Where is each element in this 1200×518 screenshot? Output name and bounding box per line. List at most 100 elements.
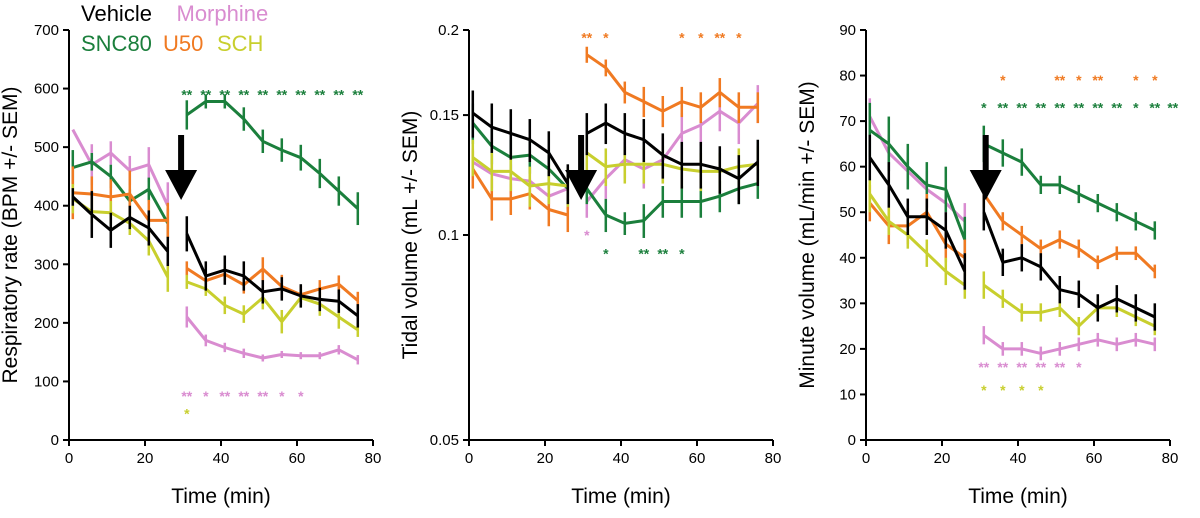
y-tick-label: 0	[848, 432, 856, 449]
x-tick-label: 60	[289, 450, 306, 467]
significance-mark: **	[1054, 359, 1065, 375]
arrow-shaft	[178, 135, 185, 172]
x-tick-label: 0	[862, 450, 870, 467]
x-tick-label: 80	[365, 450, 382, 467]
series-snc80	[868, 102, 1157, 263]
significance-mark: *	[736, 29, 742, 45]
legend-entry-vehicle: Vehicle	[81, 1, 152, 26]
panel-2: 0.05 0.1 0.15 0.2 0 20 40 60 80 Time (min) Tidal v…	[399, 22, 781, 508]
significance-mark: *	[1152, 72, 1158, 88]
panel-1: 0 100 200 300 400 500 600 700 0 20 40 60 80 Time (min…	[0, 1, 381, 508]
series-line-post	[185, 267, 359, 302]
arrow-head	[565, 170, 598, 200]
series-line-post	[186, 280, 359, 332]
series-line-pre	[71, 128, 170, 207]
series-sch	[71, 184, 360, 337]
significance-mark: **	[257, 86, 268, 102]
series-vehicle	[868, 134, 1157, 331]
series-vehicle	[71, 188, 360, 328]
series-line-post	[585, 182, 759, 225]
arrow-shaft	[578, 135, 585, 172]
series-line-pre	[471, 168, 569, 217]
series-line-pre	[868, 115, 966, 223]
significance-mark: *	[603, 29, 609, 45]
x-tick-label: 60	[1086, 450, 1103, 467]
significance-mark: **	[997, 359, 1008, 375]
significance-mark: **	[1092, 72, 1103, 88]
significance-mark: **	[997, 99, 1008, 115]
significance-mark: **	[1054, 99, 1065, 115]
arrow-head	[969, 170, 1002, 200]
significance-mark: **	[1054, 72, 1065, 88]
significance-mark: **	[276, 86, 287, 102]
x-tick-label: 40	[613, 450, 630, 467]
significance-mark: *	[1076, 359, 1082, 375]
y-axis-label: Minute volume (mL/min +/- SEM)	[796, 81, 819, 389]
series-line-post	[585, 151, 758, 173]
series-u50	[471, 46, 760, 233]
significance-mark: **	[219, 388, 230, 404]
y-tick-label: 70	[839, 113, 856, 130]
significance-mark: *	[203, 388, 209, 404]
series-line-post	[586, 121, 759, 181]
series-line-pre	[868, 193, 966, 287]
legend: Vehicle Morphine SNC80 U50 SCH	[81, 1, 268, 56]
series-line-pre	[471, 122, 569, 190]
series-line-pre	[71, 195, 169, 253]
x-tick-label: 20	[537, 450, 554, 467]
panel-3: 0 10 20 30 40 50 60 70 80 90 0 20 40 60 80 Time (min) Mi…	[796, 22, 1179, 508]
significance-mark: **	[1073, 99, 1084, 115]
x-tick-label: 0	[465, 450, 473, 467]
significance-mark: *	[1038, 382, 1044, 398]
legend-entry-morphine: Morphine	[177, 1, 269, 26]
x-axis-label: Time (min)	[968, 485, 1068, 508]
series-line-pre	[72, 191, 168, 222]
significance-mark: **	[1035, 359, 1046, 375]
y-tick-label: 90	[839, 22, 856, 39]
significance-mark: *	[1019, 382, 1025, 398]
significance-mark: **	[352, 86, 363, 102]
y-tick-label: 40	[839, 250, 856, 267]
y-tick-label: 0.1	[438, 227, 459, 244]
significance-mark: *	[981, 382, 987, 398]
series-line-post	[185, 100, 359, 210]
y-tick-label: 30	[839, 295, 856, 312]
series-line-post	[185, 233, 359, 317]
y-tick-label: 60	[839, 159, 856, 176]
y-axis-label: Tidal volume (mL +/- SEM)	[399, 111, 422, 360]
legend-entry-u50: U50	[163, 31, 203, 56]
y-tick-label: 0.2	[438, 22, 459, 39]
series-line-pre	[868, 128, 967, 241]
x-tick-label: 20	[137, 450, 154, 467]
series-line-post	[585, 53, 758, 113]
y-tick-label: 80	[839, 68, 856, 85]
significance-mark: *	[584, 227, 590, 243]
x-tick-label: 0	[65, 450, 73, 467]
significance-mark: *	[298, 388, 304, 404]
y-tick-label: 300	[34, 256, 59, 273]
series-line-pre	[868, 202, 966, 260]
significance-mark: **	[333, 86, 344, 102]
y-tick-label: 50	[839, 204, 856, 221]
y-tick-label: 20	[839, 341, 856, 358]
y-axis-label: Respiratory rate (BPM +/- SEM)	[0, 87, 22, 384]
arrow-head	[165, 170, 198, 200]
significance-mark: **	[257, 388, 268, 404]
significance-mark: *	[279, 388, 285, 404]
significance-mark: **	[714, 29, 725, 45]
x-tick-label: 60	[689, 450, 706, 467]
significance-mark: *	[981, 99, 987, 115]
x-tick-label: 80	[1162, 450, 1179, 467]
significance-mark: **	[181, 86, 192, 102]
series-line-post	[185, 316, 359, 362]
significance-mark: **	[200, 86, 211, 102]
x-tick-label: 20	[934, 450, 951, 467]
series-morphine	[71, 128, 360, 365]
y-tick-label: 200	[34, 315, 59, 332]
series-line-post	[982, 211, 1156, 319]
series-u50	[71, 166, 360, 310]
significance-mark: **	[1167, 99, 1178, 115]
series-line-pre	[868, 156, 967, 273]
x-axis-label: Time (min)	[171, 485, 271, 508]
